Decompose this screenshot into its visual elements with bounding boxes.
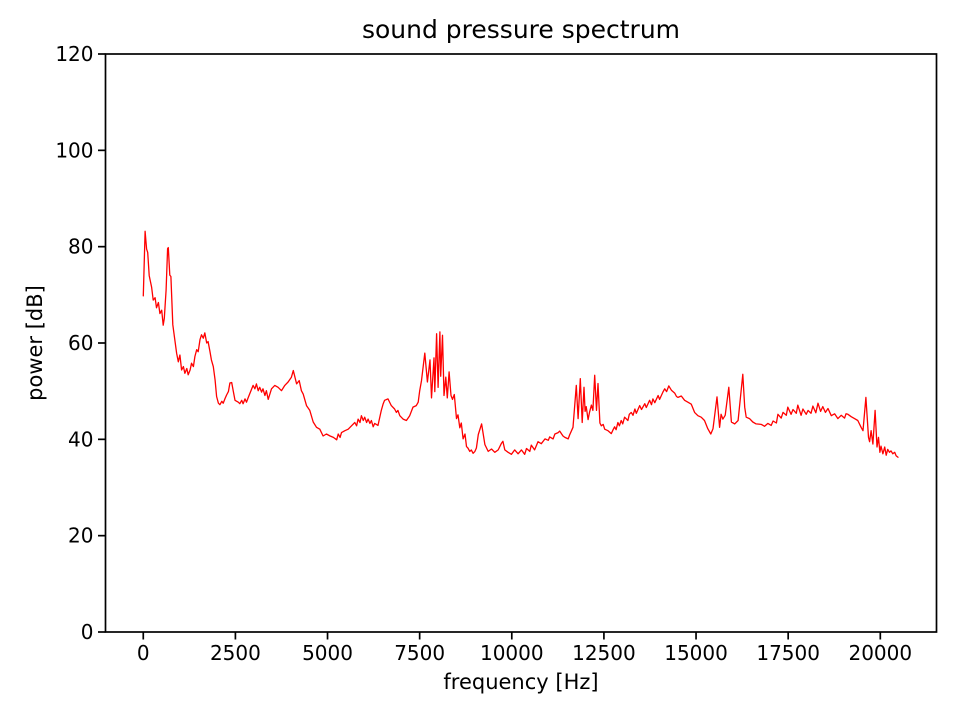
- y-tick-label: 0: [81, 620, 94, 644]
- y-axis-label: power [dB]: [23, 285, 47, 401]
- x-axis-ticks: 0 2500 5000 7500 10000 12500 15000 17500 20000: [137, 632, 912, 665]
- x-tick-label: 10000: [480, 641, 544, 665]
- x-tick-label: 7500: [394, 641, 445, 665]
- x-tick-label: 15000: [664, 641, 728, 665]
- plot-background: [105, 54, 937, 632]
- y-tick-label: 120: [55, 42, 93, 66]
- x-tick-label: 5000: [302, 641, 353, 665]
- spectrum-line: [142, 230, 899, 458]
- y-tick-label: 20: [68, 524, 93, 548]
- x-tick-label: 17500: [756, 641, 820, 665]
- x-tick-label: 20000: [848, 641, 912, 665]
- y-tick-label: 80: [68, 235, 93, 259]
- x-tick-label: 0: [137, 641, 150, 665]
- y-tick-label: 40: [68, 427, 93, 451]
- x-axis-label: frequency [Hz]: [443, 670, 598, 694]
- x-tick-label: 2500: [210, 641, 261, 665]
- y-tick-label: 60: [68, 331, 93, 355]
- y-tick-label: 100: [55, 138, 93, 162]
- chart-title: sound pressure spectrum: [362, 15, 680, 44]
- y-axis-ticks: 0 20 40 60 80 100 120: [55, 42, 106, 644]
- x-tick-label: 12500: [572, 641, 636, 665]
